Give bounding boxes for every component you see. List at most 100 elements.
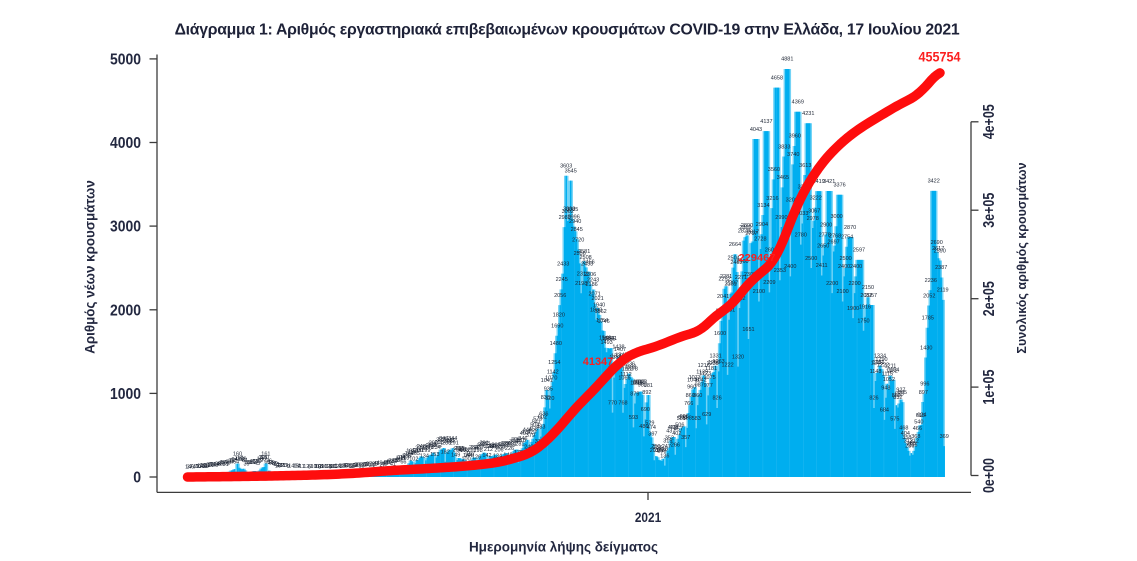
svg-text:2200: 2200: [826, 281, 838, 287]
svg-text:3560: 3560: [768, 167, 780, 173]
svg-text:47: 47: [270, 461, 276, 467]
svg-text:309: 309: [509, 439, 518, 445]
svg-text:14: 14: [288, 464, 294, 470]
svg-text:51: 51: [224, 461, 230, 467]
svg-text:879: 879: [895, 391, 904, 397]
svg-text:115: 115: [259, 455, 268, 461]
svg-text:2780: 2780: [795, 232, 807, 238]
svg-text:1407: 1407: [614, 347, 626, 353]
svg-text:2720: 2720: [572, 237, 584, 243]
svg-text:2119: 2119: [937, 288, 949, 294]
svg-text:9: 9: [287, 464, 290, 470]
svg-text:2000: 2000: [110, 302, 141, 319]
svg-text:2198: 2198: [575, 281, 587, 287]
svg-text:457: 457: [674, 427, 683, 433]
svg-text:15: 15: [341, 464, 347, 470]
svg-text:31: 31: [223, 462, 229, 468]
svg-text:1239: 1239: [706, 361, 718, 367]
svg-text:1041: 1041: [541, 378, 553, 384]
svg-text:36: 36: [364, 462, 370, 468]
svg-text:26: 26: [360, 463, 366, 469]
svg-text:833: 833: [541, 395, 550, 401]
svg-text:981: 981: [644, 383, 653, 389]
svg-text:262: 262: [426, 443, 435, 449]
svg-text:3216: 3216: [766, 196, 778, 202]
svg-text:1754: 1754: [596, 318, 608, 324]
svg-text:1290: 1290: [875, 357, 887, 363]
svg-text:2200: 2200: [848, 281, 860, 287]
svg-text:1023: 1023: [635, 379, 647, 385]
svg-text:16: 16: [199, 464, 205, 470]
svg-text:684: 684: [880, 408, 889, 414]
svg-text:2845: 2845: [571, 227, 583, 233]
svg-text:36: 36: [211, 462, 217, 468]
svg-text:2996: 2996: [568, 214, 580, 220]
svg-text:606: 606: [680, 414, 689, 420]
svg-text:230: 230: [423, 446, 432, 452]
svg-text:4231: 4231: [802, 111, 814, 117]
svg-text:142: 142: [482, 453, 491, 459]
svg-text:9: 9: [309, 464, 312, 470]
svg-text:1882: 1882: [590, 308, 602, 314]
svg-text:1746: 1746: [597, 319, 609, 325]
svg-text:1331: 1331: [709, 354, 721, 360]
svg-text:39: 39: [372, 462, 378, 468]
svg-text:344: 344: [448, 436, 457, 442]
svg-text:2052: 2052: [923, 293, 935, 299]
svg-text:860: 860: [686, 393, 695, 399]
svg-text:1042: 1042: [695, 378, 707, 384]
svg-text:1320: 1320: [732, 354, 744, 360]
svg-text:437: 437: [666, 428, 675, 434]
svg-text:11: 11: [348, 464, 354, 470]
svg-text:29: 29: [361, 462, 367, 468]
svg-text:770: 770: [608, 400, 617, 406]
svg-text:19: 19: [344, 463, 350, 469]
svg-text:10: 10: [311, 464, 317, 470]
svg-text:20: 20: [345, 463, 351, 469]
svg-text:420: 420: [521, 430, 530, 436]
svg-text:11: 11: [196, 464, 202, 470]
svg-text:237: 237: [475, 445, 484, 451]
svg-text:2041: 2041: [717, 294, 729, 300]
svg-text:286: 286: [502, 441, 511, 447]
svg-text:2890: 2890: [741, 223, 753, 229]
svg-text:483: 483: [536, 424, 545, 430]
svg-text:182: 182: [441, 450, 450, 456]
svg-text:142: 142: [403, 453, 412, 459]
svg-text:3960: 3960: [789, 134, 801, 140]
svg-text:1123: 1123: [699, 371, 711, 377]
svg-text:588: 588: [683, 416, 692, 422]
svg-text:1236: 1236: [623, 362, 635, 368]
svg-text:504: 504: [530, 423, 539, 429]
svg-text:Αριθμός νέων κρουσμάτων: Αριθμός νέων κρουσμάτων: [83, 180, 98, 354]
svg-text:3419: 3419: [813, 179, 825, 185]
svg-text:4000: 4000: [110, 135, 141, 152]
svg-text:59: 59: [385, 460, 391, 466]
svg-text:2252: 2252: [718, 277, 730, 283]
svg-text:2460: 2460: [736, 259, 748, 265]
svg-text:4881: 4881: [781, 57, 793, 63]
svg-text:2940: 2940: [569, 219, 581, 225]
svg-text:12: 12: [333, 464, 339, 470]
svg-text:2508: 2508: [579, 255, 591, 261]
svg-text:2100: 2100: [753, 289, 765, 295]
svg-text:1152: 1152: [886, 369, 898, 375]
svg-text:55: 55: [384, 460, 390, 466]
svg-text:1164: 1164: [887, 368, 899, 374]
svg-text:1009: 1009: [630, 380, 642, 386]
svg-text:368: 368: [911, 434, 920, 440]
svg-text:2617: 2617: [932, 246, 944, 252]
svg-text:768: 768: [618, 401, 627, 407]
svg-text:228: 228: [415, 446, 424, 452]
svg-text:1263: 1263: [712, 359, 724, 365]
svg-text:77: 77: [229, 458, 235, 464]
svg-text:3421: 3421: [823, 179, 835, 185]
svg-text:83: 83: [394, 458, 400, 464]
svg-text:184: 184: [408, 449, 417, 455]
svg-text:9: 9: [321, 464, 324, 470]
svg-text:458: 458: [529, 427, 538, 433]
svg-text:20: 20: [281, 463, 287, 469]
svg-text:2400: 2400: [784, 264, 796, 270]
svg-text:21: 21: [369, 463, 375, 469]
svg-text:7: 7: [297, 464, 300, 470]
